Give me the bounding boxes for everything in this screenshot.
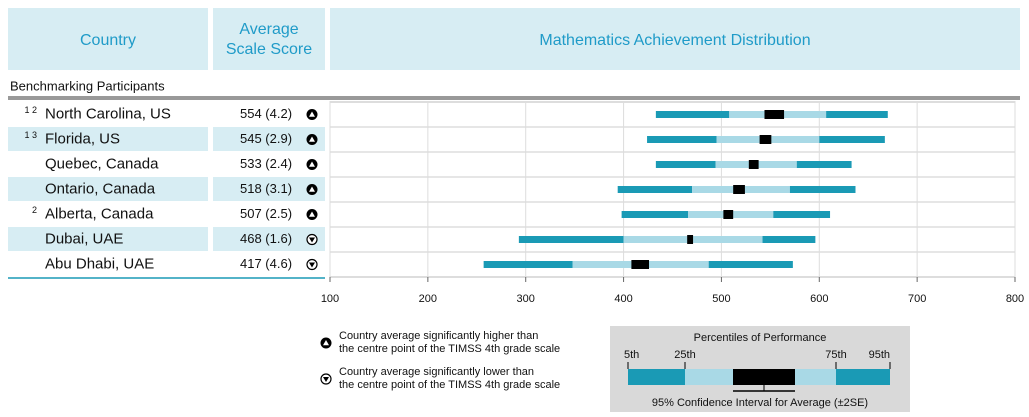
- x-tick-label: 100: [321, 293, 339, 305]
- bar-low: [483, 261, 573, 268]
- bar-low: [647, 136, 717, 143]
- row-bg: [8, 227, 208, 251]
- sig-higher-arrow: [309, 136, 315, 142]
- header-country: Country: [80, 32, 136, 49]
- bar-high: [708, 261, 793, 268]
- section-rule: [8, 96, 1020, 100]
- bar-low: [617, 186, 693, 193]
- country-name: Ontario, Canada: [45, 180, 156, 197]
- bar-ci: [733, 185, 745, 194]
- sig-lower-arrow: [323, 377, 329, 382]
- bar-low: [518, 236, 624, 243]
- bar-high: [789, 186, 856, 193]
- bar-high: [762, 236, 816, 243]
- score-label: 417 (4.6): [240, 256, 292, 271]
- score-label: 468 (1.6): [240, 231, 292, 246]
- header-score: Scale Score: [226, 41, 312, 58]
- footnote: 1 3: [24, 130, 37, 140]
- footnote: 1 2: [24, 105, 37, 115]
- key-label: 95th: [869, 349, 890, 361]
- x-tick-label: 700: [908, 293, 926, 305]
- bar-low: [655, 161, 716, 168]
- row-bg: [213, 227, 325, 251]
- score-label: 518 (3.1): [240, 181, 292, 196]
- bar-high: [773, 211, 831, 218]
- row-bg: [8, 177, 208, 201]
- bar-ci: [687, 235, 694, 244]
- country-name: North Carolina, US: [45, 105, 171, 122]
- row-bg: [213, 127, 325, 151]
- score-label: 554 (4.2): [240, 106, 292, 121]
- header-score: Average: [239, 21, 298, 38]
- country-name: Florida, US: [45, 130, 120, 147]
- legend-text: Country average significantly lower than: [339, 366, 534, 378]
- header-distribution: Mathematics Achievement Distribution: [539, 32, 810, 49]
- country-name: Abu Dhabi, UAE: [45, 255, 154, 272]
- bar-ci: [759, 135, 772, 144]
- bar-ci: [631, 260, 650, 269]
- sig-higher-arrow: [309, 111, 315, 117]
- header-cell: [330, 8, 1020, 70]
- sig-higher-arrow: [309, 161, 315, 167]
- x-tick-label: 300: [517, 293, 535, 305]
- section-label: Benchmarking Participants: [10, 78, 165, 93]
- key-label: 25th: [674, 349, 695, 361]
- x-tick-label: 200: [419, 293, 437, 305]
- x-tick-label: 400: [614, 293, 632, 305]
- legend-text: the centre point of the TIMSS 4th grade …: [339, 379, 560, 391]
- key-outer: [628, 369, 685, 385]
- sig-higher-arrow: [309, 186, 315, 192]
- legend-text: the centre point of the TIMSS 4th grade …: [339, 343, 560, 355]
- country-name: Quebec, Canada: [45, 155, 159, 172]
- bar-high: [796, 161, 852, 168]
- bar-low: [621, 211, 689, 218]
- country-name: Alberta, Canada: [45, 205, 154, 222]
- legend-text: Country average significantly higher tha…: [339, 330, 538, 342]
- country-name: Dubai, UAE: [45, 230, 123, 247]
- footnote: 2: [32, 205, 37, 215]
- sig-lower-arrow: [309, 262, 315, 268]
- x-tick-label: 600: [810, 293, 828, 305]
- x-tick-label: 500: [712, 293, 730, 305]
- x-tick-label: 800: [1006, 293, 1024, 305]
- bar-high: [819, 136, 885, 143]
- bar-ci: [723, 210, 734, 219]
- bar-ci: [748, 160, 759, 169]
- key-ci: [733, 369, 795, 385]
- row-bg: [8, 127, 208, 151]
- score-label: 545 (2.9): [240, 131, 292, 146]
- key-ci-label: 95% Confidence Interval for Average (±2S…: [652, 397, 868, 409]
- sig-higher-arrow: [309, 211, 315, 217]
- header-cell: [8, 8, 208, 70]
- score-label: 507 (2.5): [240, 206, 292, 221]
- key-outer: [836, 369, 890, 385]
- bar-low: [655, 111, 730, 118]
- sig-higher-arrow: [323, 340, 329, 346]
- bar-ci: [764, 110, 785, 119]
- row-bg: [213, 177, 325, 201]
- sig-lower-arrow: [309, 237, 315, 243]
- key-label: 5th: [624, 349, 639, 361]
- score-label: 533 (2.4): [240, 156, 292, 171]
- header-cell: [213, 8, 325, 70]
- key-label: 75th: [825, 349, 846, 361]
- key-title: Percentiles of Performance: [694, 332, 827, 344]
- bar-high: [826, 111, 888, 118]
